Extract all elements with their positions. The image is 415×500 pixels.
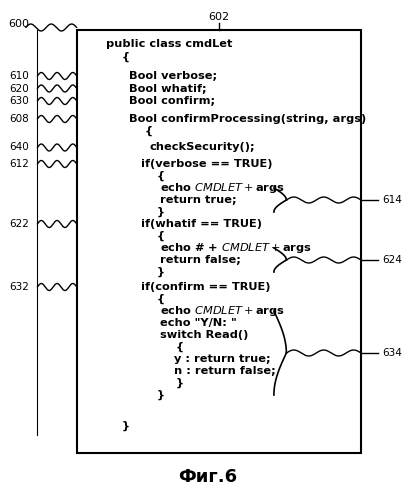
- Text: {: {: [160, 342, 184, 352]
- Text: 610: 610: [9, 71, 29, 81]
- Text: 640: 640: [9, 142, 29, 152]
- Text: echo "Y/N: ": echo "Y/N: ": [160, 318, 237, 328]
- Text: {: {: [106, 52, 130, 62]
- Text: }: }: [106, 421, 130, 431]
- Bar: [77, 30, 361, 452]
- Text: checkSecurity();: checkSecurity();: [149, 142, 255, 152]
- Text: echo $CMDLET + $args: echo $CMDLET + $args: [160, 181, 285, 195]
- Text: Bool confirmProcessing(string, args): Bool confirmProcessing(string, args): [129, 114, 366, 124]
- Text: }: }: [160, 378, 184, 388]
- Text: Фиг.6: Фиг.6: [178, 468, 237, 486]
- Text: 630: 630: [9, 96, 29, 106]
- Text: 624: 624: [382, 255, 402, 265]
- Text: {: {: [141, 171, 165, 181]
- Text: echo $CMDLET + $args: echo $CMDLET + $args: [160, 304, 285, 318]
- Text: switch Read(): switch Read(): [160, 330, 248, 340]
- Text: if(verbose == TRUE): if(verbose == TRUE): [141, 159, 273, 169]
- Text: }: }: [141, 390, 165, 400]
- Text: public class cmdLet: public class cmdLet: [106, 39, 232, 49]
- Text: Bool verbose;: Bool verbose;: [129, 71, 217, 81]
- Text: Bool whatif;: Bool whatif;: [129, 84, 206, 94]
- Text: if(confirm == TRUE): if(confirm == TRUE): [141, 282, 271, 292]
- Text: return true;: return true;: [160, 195, 237, 205]
- Text: 620: 620: [9, 84, 29, 94]
- Text: 632: 632: [9, 282, 29, 292]
- Text: 612: 612: [9, 159, 29, 169]
- Text: 622: 622: [9, 219, 29, 229]
- Text: {: {: [141, 294, 165, 304]
- Text: {: {: [141, 231, 165, 241]
- Text: echo # + $CMDLET + $args: echo # + $CMDLET + $args: [160, 241, 312, 255]
- Text: 600: 600: [8, 19, 29, 29]
- Text: Bool confirm;: Bool confirm;: [129, 96, 215, 106]
- Text: if(whatif == TRUE): if(whatif == TRUE): [141, 219, 262, 229]
- Text: n : return false;: n : return false;: [174, 366, 276, 376]
- Text: y : return true;: y : return true;: [174, 354, 271, 364]
- Text: 608: 608: [9, 114, 29, 124]
- Text: 602: 602: [209, 12, 229, 22]
- Text: 634: 634: [382, 348, 402, 358]
- Text: 614: 614: [382, 195, 402, 205]
- Text: return false;: return false;: [160, 255, 241, 265]
- Text: }: }: [141, 207, 165, 217]
- Text: {: {: [129, 126, 153, 136]
- Text: }: }: [141, 267, 165, 277]
